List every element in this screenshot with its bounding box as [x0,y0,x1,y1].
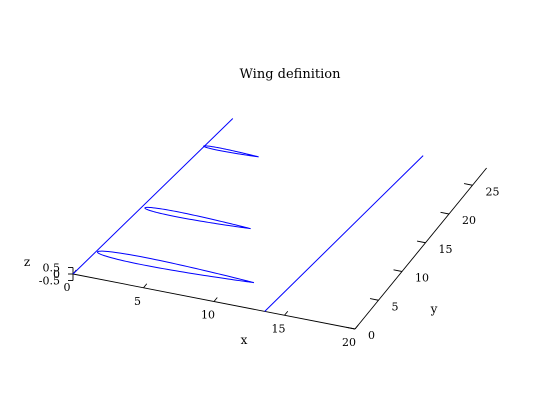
y-tick-mark [346,326,356,330]
y-tick-mark [369,298,379,301]
y-tick-label: 10 [415,272,429,285]
x-tick-label: 20 [342,336,356,349]
y-axis-label: y [430,302,438,316]
wing-lines-group [72,118,424,312]
y-tick-mark [416,240,426,244]
x-tick-mark [284,310,289,316]
x-tick-mark [213,297,218,302]
z-tick-label: -0.5 [39,275,60,288]
y-tick-label: 5 [392,300,399,313]
x-tick-mark [143,283,148,289]
x-tick-mark [354,324,359,330]
z-tick-label: 0.5 [43,262,61,275]
y-tick-mark [393,269,403,272]
y-tick-label: 25 [486,185,500,198]
x-tick-label: 5 [134,295,141,308]
y-tick-label: 0 [368,329,375,342]
z-tick-label: 0 [53,268,60,281]
y-tick-mark [440,211,450,215]
airfoil-section-line [96,250,255,284]
x-tick-label: 0 [64,281,71,294]
trailing-edge-line [264,155,424,312]
y-axis-line [354,167,487,330]
x-tick-label: 10 [201,309,215,322]
x-tick-label: 15 [272,322,286,335]
y-tick-mark [463,183,473,186]
y-tick-label: 15 [439,243,453,256]
y-tick-label: 20 [462,214,476,227]
airfoil-section-line [203,145,260,158]
z-axis-label: z [24,255,30,269]
airfoil-section-line [144,206,252,230]
leading-edge-line [72,118,234,275]
x-axis-label: x [241,333,248,347]
chart-title: Wing definition [240,67,342,82]
